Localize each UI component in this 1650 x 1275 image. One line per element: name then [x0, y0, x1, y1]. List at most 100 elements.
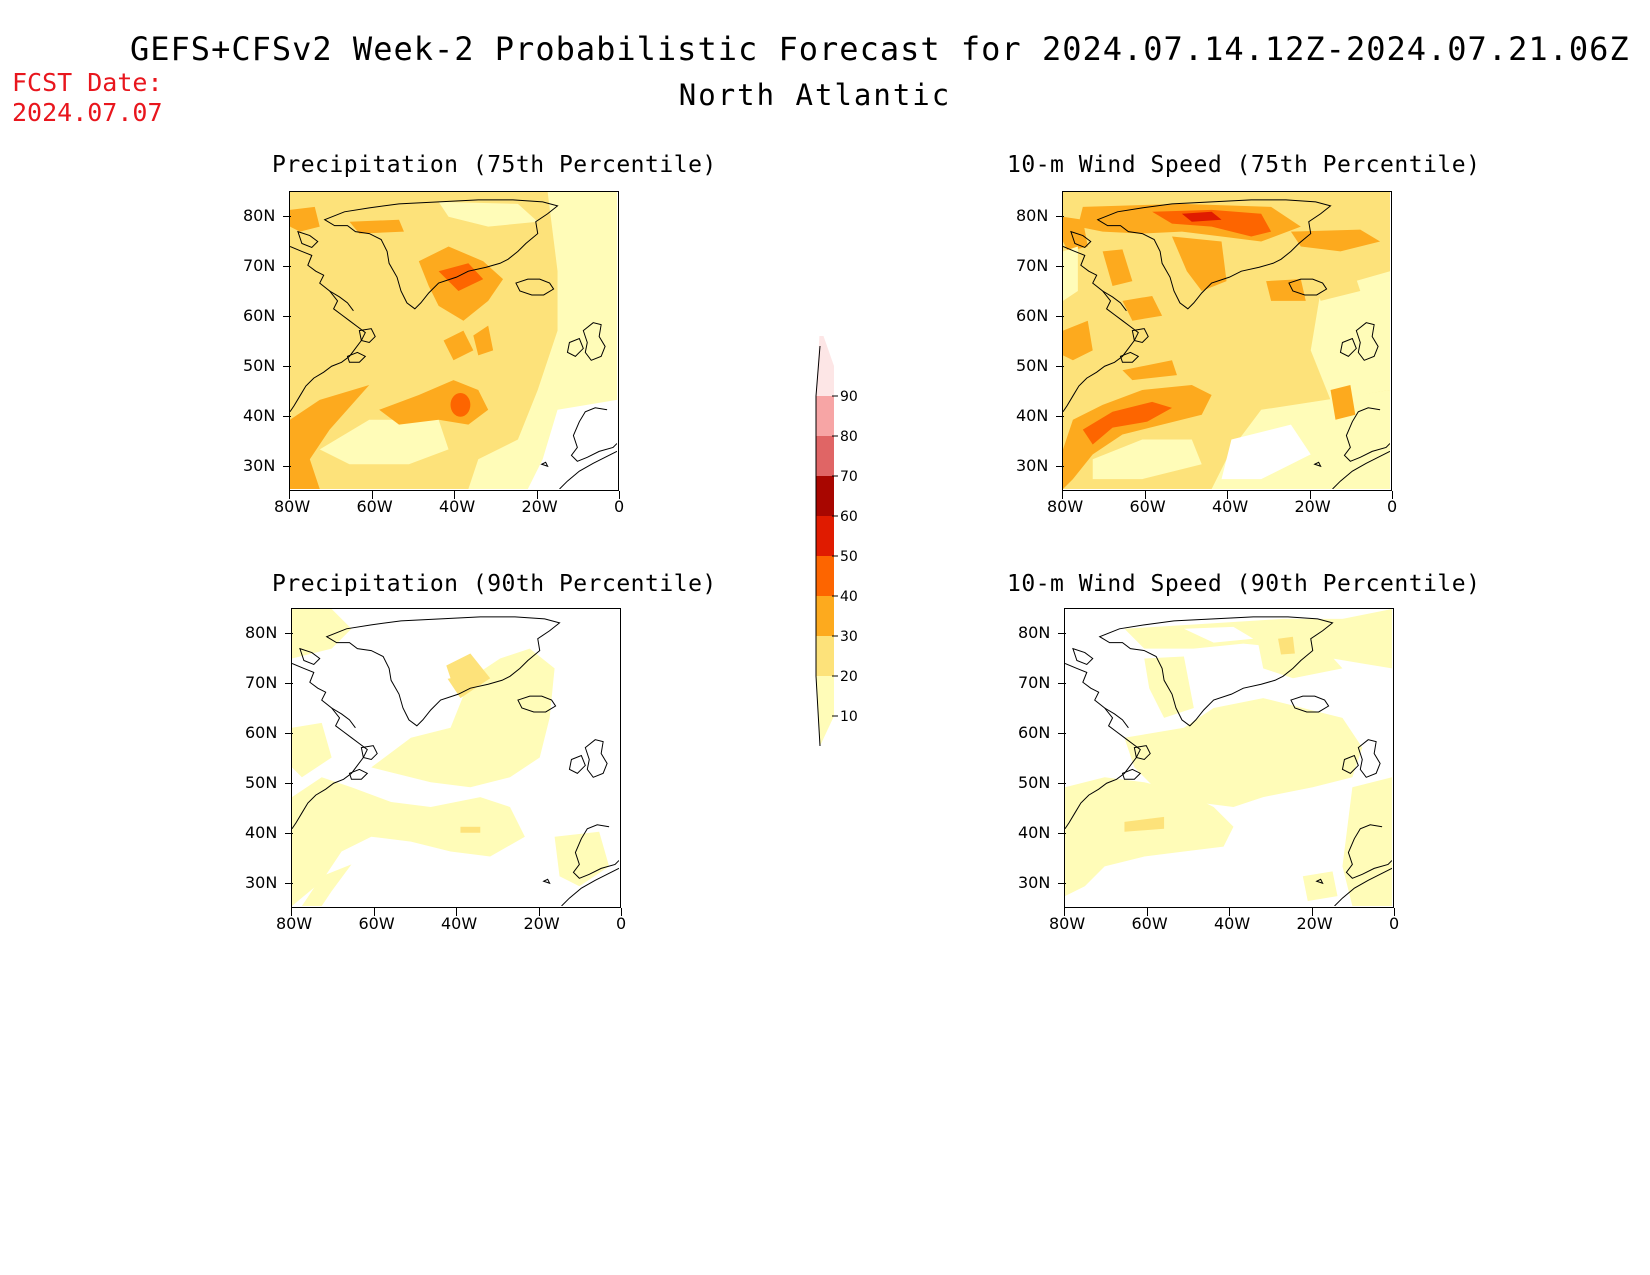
lat-tick-mark [283, 366, 291, 367]
region-name: North Atlantic [678, 78, 952, 112]
lon-tick-mark [373, 908, 375, 916]
lon-tick-mark [1146, 908, 1148, 916]
lon-tick-label: 0 [614, 497, 625, 516]
lon-tick-label: 40W [1212, 497, 1249, 516]
lat-tick-mark [1056, 216, 1064, 217]
panel-title-precip-75: Precipitation (75th Percentile) [272, 152, 717, 178]
lon-tick-label: 60W [1131, 914, 1168, 933]
lon-tick-mark [1311, 908, 1313, 916]
panel-title-precip-90: Precipitation (90th Percentile) [272, 571, 717, 597]
colorbar-segment [816, 396, 834, 436]
colorbar-label: 70 [840, 469, 858, 485]
colorbar-label: 60 [840, 509, 858, 525]
lat-tick-mark [285, 833, 293, 834]
lat-tick-mark [285, 733, 293, 734]
lat-tick-label: 50N [1016, 356, 1049, 375]
figure-title: GEFS+CFSv2 Week-2 Probabilistic Forecast… [130, 30, 1630, 68]
forecast-date-block: FCST Date: 2024.07.07 [12, 68, 163, 128]
coastline [1065, 616, 1392, 906]
lat-tick-mark [283, 216, 291, 217]
lat-tick-mark [1058, 733, 1066, 734]
lat-tick-label: 70N [245, 673, 278, 692]
lat-tick-mark [1056, 416, 1064, 417]
lat-tick-mark [285, 883, 293, 884]
colorbar-segment [816, 476, 834, 516]
lat-tick-mark [283, 266, 291, 267]
lat-tick-mark [1058, 833, 1066, 834]
lat-tick-label: 50N [243, 356, 276, 375]
map-p90-field [292, 609, 619, 906]
lat-tick-mark [285, 633, 293, 634]
lon-tick-mark [1227, 491, 1228, 499]
lon-tick-label: 0 [1387, 497, 1398, 516]
lon-tick-label: 80W [1049, 914, 1086, 933]
lon-tick-mark [1062, 491, 1063, 499]
lon-tick-mark [621, 908, 622, 916]
lat-tick-mark [1058, 783, 1066, 784]
lat-tick-label: 60N [1016, 306, 1049, 325]
forecast-date-label: FCST Date: [12, 68, 163, 97]
lat-tick-label: 60N [243, 306, 276, 325]
colorbar-label: 40 [840, 589, 858, 605]
lat-tick-mark [1058, 683, 1066, 684]
lat-tick-mark [1058, 633, 1066, 634]
lat-tick-label: 80N [245, 623, 278, 642]
map-wind-75 [1062, 191, 1392, 491]
forecast-date-value: 2024.07.07 [12, 98, 163, 127]
colorbar-segment [816, 436, 834, 476]
colorbar-svg: 10 20 30 40 50 60 70 80 90 [815, 326, 858, 747]
colorbar-label: 10 [840, 709, 858, 725]
panel-title-wind-90: 10-m Wind Speed (90th Percentile) [1007, 571, 1481, 597]
colorbar: 10 20 30 40 50 60 70 80 90 [800, 326, 860, 750]
lat-tick-mark [283, 316, 291, 317]
lat-tick-label: 50N [245, 773, 278, 792]
lat-tick-label: 40N [1016, 406, 1049, 425]
lon-tick-mark [1309, 491, 1311, 499]
colorbar-segment [816, 516, 834, 556]
lon-tick-mark [1229, 908, 1230, 916]
colorbar-label: 80 [840, 429, 858, 445]
lat-tick-label: 30N [245, 873, 278, 892]
lon-tick-mark [619, 491, 620, 499]
lon-tick-mark [291, 908, 292, 916]
coastline [290, 199, 617, 489]
colorbar-segment [816, 636, 834, 676]
colorbar-outline [815, 345, 821, 747]
lon-tick-mark [371, 491, 373, 499]
lon-tick-label: 80W [276, 914, 313, 933]
map-wind-90 [1064, 608, 1394, 908]
lon-tick-mark [1392, 491, 1393, 499]
lon-tick-mark [1144, 491, 1146, 499]
map-precip-75 [289, 191, 619, 491]
colorbar-label: 90 [840, 389, 858, 405]
map-w90-field [1065, 609, 1392, 906]
colorbar-segment [816, 596, 834, 636]
lon-tick-mark [456, 908, 457, 916]
lat-tick-label: 40N [243, 406, 276, 425]
lon-tick-label: 20W [1296, 914, 1333, 933]
lon-tick-mark [1064, 908, 1065, 916]
lat-tick-mark [1056, 266, 1064, 267]
colorbar-label: 20 [840, 669, 858, 685]
lon-tick-mark [538, 908, 540, 916]
lon-tick-label: 0 [616, 914, 627, 933]
colorbar-label: 30 [840, 629, 858, 645]
lat-tick-label: 80N [1018, 623, 1051, 642]
map-precip-90 [291, 608, 621, 908]
lon-tick-label: 20W [521, 497, 558, 516]
lon-tick-mark [454, 491, 455, 499]
lat-tick-mark [1056, 316, 1064, 317]
lat-tick-mark [283, 466, 291, 467]
lon-tick-mark [289, 491, 290, 499]
lat-tick-mark [1058, 883, 1066, 884]
lat-tick-mark [1056, 366, 1064, 367]
colorbar-label: 50 [840, 549, 858, 565]
lat-tick-label: 70N [1016, 256, 1049, 275]
panel-title-wind-75: 10-m Wind Speed (75th Percentile) [1007, 152, 1481, 178]
lat-tick-mark [285, 783, 293, 784]
lat-tick-label: 30N [243, 456, 276, 475]
lat-tick-label: 60N [245, 723, 278, 742]
lon-tick-mark [1394, 908, 1395, 916]
figure-subtitle: North Atlantic [0, 78, 1650, 112]
lon-tick-label: 80W [274, 497, 311, 516]
